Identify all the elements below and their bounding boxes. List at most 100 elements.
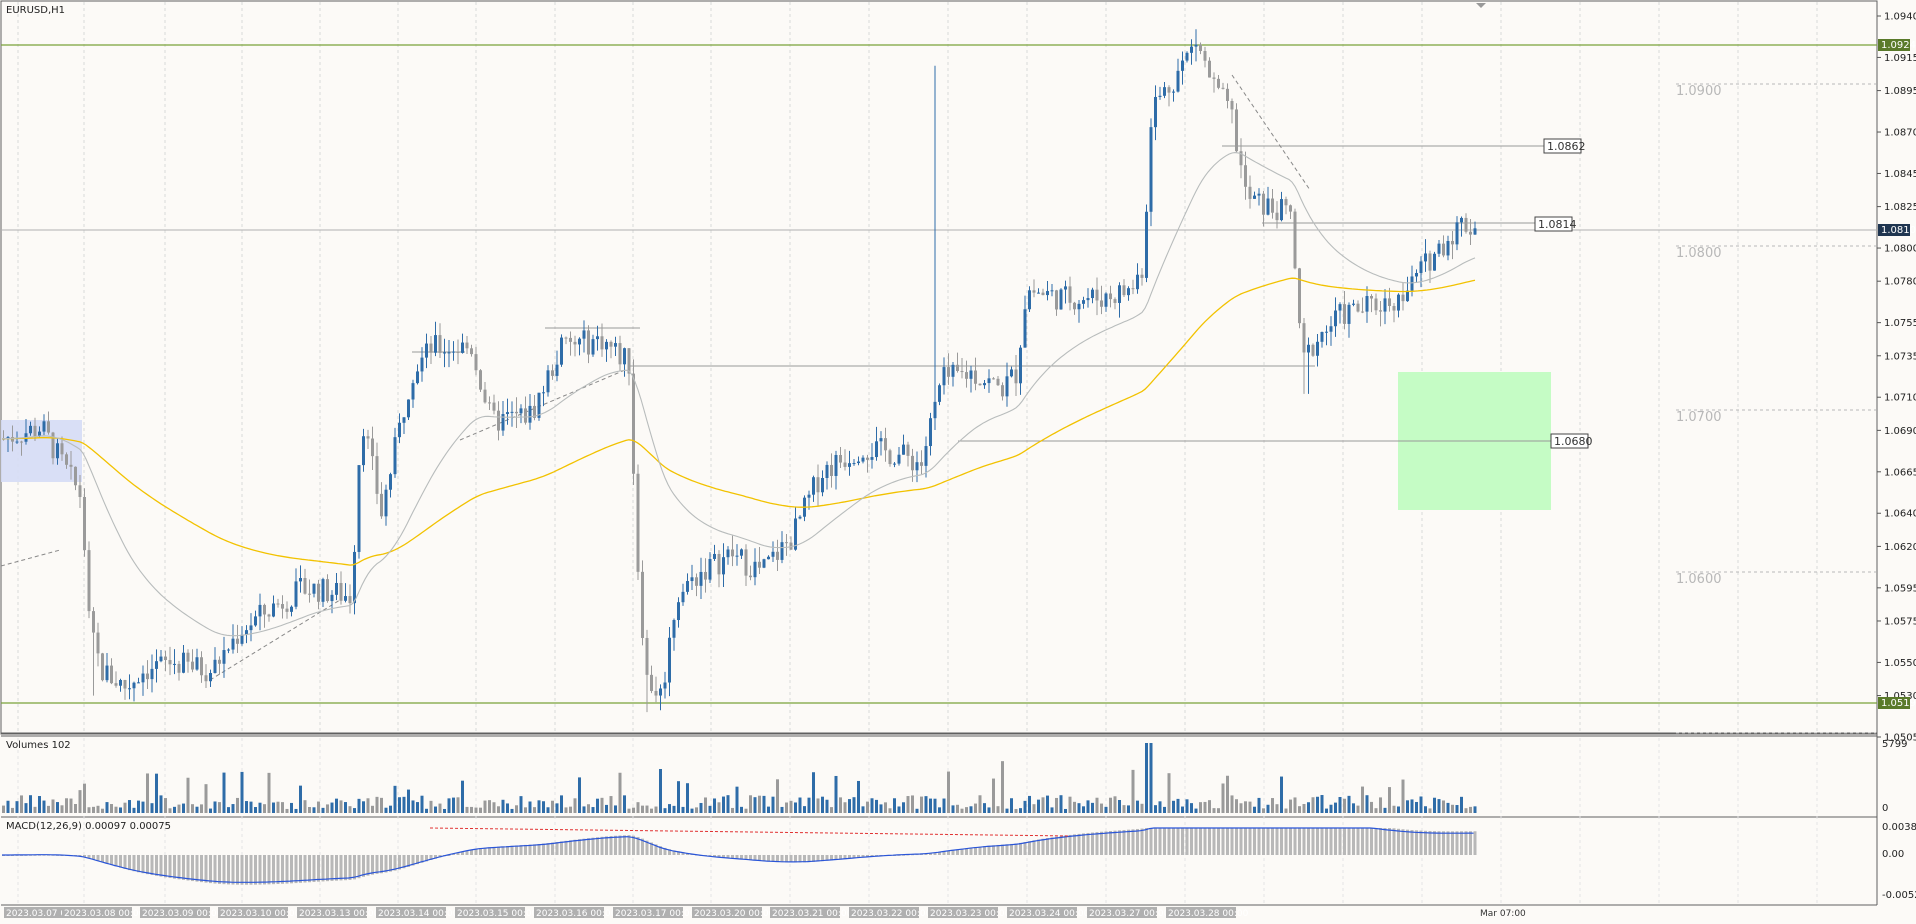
volume-bar	[785, 802, 788, 813]
volume-bar	[38, 796, 41, 813]
volume-bar	[443, 808, 446, 813]
volume-bar	[969, 806, 973, 813]
volume-bar	[330, 802, 334, 813]
macd-histogram-bar	[470, 849, 473, 855]
candle-body	[875, 441, 878, 458]
volume-bar	[452, 797, 455, 813]
volume-bar	[803, 806, 806, 813]
volume-bar	[281, 802, 284, 813]
volume-bar	[159, 795, 163, 813]
volume-bar	[798, 797, 802, 813]
candle-body	[821, 477, 824, 493]
macd-histogram-bar	[1158, 828, 1162, 855]
macd-histogram-bar	[146, 855, 149, 875]
volume-bar	[1140, 803, 1144, 813]
time-label: 2023.03.24 00:00	[1009, 909, 1090, 919]
candle-body	[1023, 309, 1027, 348]
macd-histogram-bar	[1001, 844, 1004, 855]
candle-body	[357, 465, 361, 552]
candle-body	[717, 553, 721, 575]
candle-body	[1266, 198, 1270, 215]
macd-histogram-bar	[1082, 833, 1085, 855]
volume-bar	[123, 802, 127, 813]
volume-bar	[542, 801, 545, 813]
candle-body	[1037, 292, 1040, 294]
volume-bar	[411, 800, 415, 813]
volume-bar	[1401, 779, 1405, 813]
macd-histogram-bar	[308, 855, 311, 883]
time-label-box	[4, 907, 74, 918]
macd-histogram-bar	[312, 855, 316, 882]
macd-histogram-bar	[1383, 828, 1387, 855]
volume-bar	[1194, 808, 1198, 813]
macd-histogram-bar	[402, 855, 406, 869]
volume-bar	[812, 772, 815, 813]
candle-body	[1379, 310, 1382, 312]
macd-histogram-bar	[614, 835, 617, 855]
macd-histogram-bar	[798, 855, 802, 863]
volume-bar	[618, 772, 622, 813]
volume-bar	[1257, 797, 1261, 813]
volume-bar	[231, 804, 235, 813]
price-tick-label: 1.0915	[1884, 53, 1916, 64]
volume-bar	[447, 798, 451, 813]
macd-histogram-bar	[771, 855, 775, 862]
volume-bar	[339, 800, 343, 813]
candle-body	[56, 443, 59, 459]
low-level-badge	[1878, 697, 1910, 709]
volume-bar	[20, 795, 23, 813]
candle-body	[1275, 212, 1279, 221]
macd-histogram-bar	[776, 855, 779, 863]
price-tick-label: 1.0505	[1884, 733, 1916, 744]
volume-bar	[1365, 795, 1369, 813]
macd-histogram-bar	[1230, 828, 1234, 855]
candle-body	[843, 462, 847, 467]
macd-histogram-bar	[1176, 828, 1180, 855]
macd-histogram-bar	[299, 855, 302, 883]
candle-body	[767, 556, 770, 560]
macd-histogram-bar	[659, 846, 662, 855]
candle-body	[659, 688, 662, 696]
candle-body	[587, 330, 590, 355]
macd-histogram-bar	[1343, 828, 1346, 855]
candle-body	[645, 637, 649, 675]
chart-shift-marker[interactable]	[1476, 3, 1486, 8]
macd-histogram-bar	[290, 855, 293, 884]
candle-body	[1325, 331, 1328, 333]
macd-histogram-bar	[407, 855, 410, 867]
volume-bar	[663, 808, 667, 813]
candle-body	[564, 337, 568, 339]
volume-bar	[596, 798, 599, 813]
macd-histogram-bar	[965, 848, 968, 855]
candle-body	[1311, 344, 1315, 356]
macd-histogram-bar	[1289, 828, 1292, 855]
level-tag-box[interactable]	[1543, 138, 1582, 154]
volume-bar	[1370, 801, 1373, 813]
volume-bar	[744, 808, 748, 813]
macd-histogram-bar	[416, 855, 419, 865]
macd-histogram-bar	[1473, 831, 1477, 855]
round-level-label: 1.0900	[1676, 84, 1722, 99]
candle-body	[1077, 303, 1081, 310]
candle-body	[20, 441, 23, 443]
price-tick-label: 1.0845	[1884, 169, 1916, 180]
macd-histogram-bar	[731, 855, 734, 859]
candle-body	[1271, 198, 1274, 213]
level-tag-box[interactable]	[1550, 433, 1589, 449]
macd-histogram-bar	[114, 855, 118, 867]
candle-body	[1032, 290, 1036, 293]
volume-bar	[78, 790, 82, 813]
macd-histogram-bar	[740, 855, 743, 860]
level-tag-box[interactable]	[1534, 216, 1573, 232]
candle-body	[812, 477, 815, 495]
macd-histogram-bar	[335, 855, 338, 881]
volume-bar	[749, 795, 752, 813]
macd-histogram-bar	[789, 855, 793, 863]
macd-histogram-bar	[506, 846, 509, 855]
volume-bar	[1167, 773, 1171, 813]
volume-bar	[1176, 798, 1180, 813]
candle-body	[1401, 294, 1405, 302]
volume-bar	[290, 802, 293, 813]
candle-body	[1302, 323, 1306, 353]
